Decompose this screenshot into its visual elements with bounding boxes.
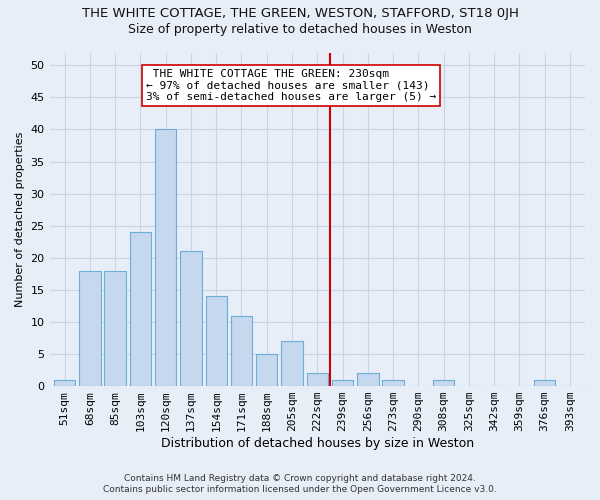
Bar	[256, 354, 277, 386]
Text: THE WHITE COTTAGE, THE GREEN, WESTON, STAFFORD, ST18 0JH: THE WHITE COTTAGE, THE GREEN, WESTON, ST…	[82, 8, 518, 20]
Bar	[382, 380, 404, 386]
Bar	[281, 341, 303, 386]
Bar	[155, 130, 176, 386]
Bar	[357, 374, 379, 386]
Bar	[130, 232, 151, 386]
Bar	[534, 380, 556, 386]
Text: THE WHITE COTTAGE THE GREEN: 230sqm
← 97% of detached houses are smaller (143)
3: THE WHITE COTTAGE THE GREEN: 230sqm ← 97…	[146, 68, 436, 102]
Bar	[231, 316, 252, 386]
Bar	[433, 380, 454, 386]
Text: Size of property relative to detached houses in Weston: Size of property relative to detached ho…	[128, 22, 472, 36]
Bar	[54, 380, 76, 386]
Bar	[79, 270, 101, 386]
Text: Contains HM Land Registry data © Crown copyright and database right 2024.
Contai: Contains HM Land Registry data © Crown c…	[103, 474, 497, 494]
Bar	[206, 296, 227, 386]
Bar	[332, 380, 353, 386]
Bar	[104, 270, 126, 386]
Bar	[180, 252, 202, 386]
Y-axis label: Number of detached properties: Number of detached properties	[15, 132, 25, 307]
Bar	[307, 374, 328, 386]
X-axis label: Distribution of detached houses by size in Weston: Distribution of detached houses by size …	[161, 437, 474, 450]
